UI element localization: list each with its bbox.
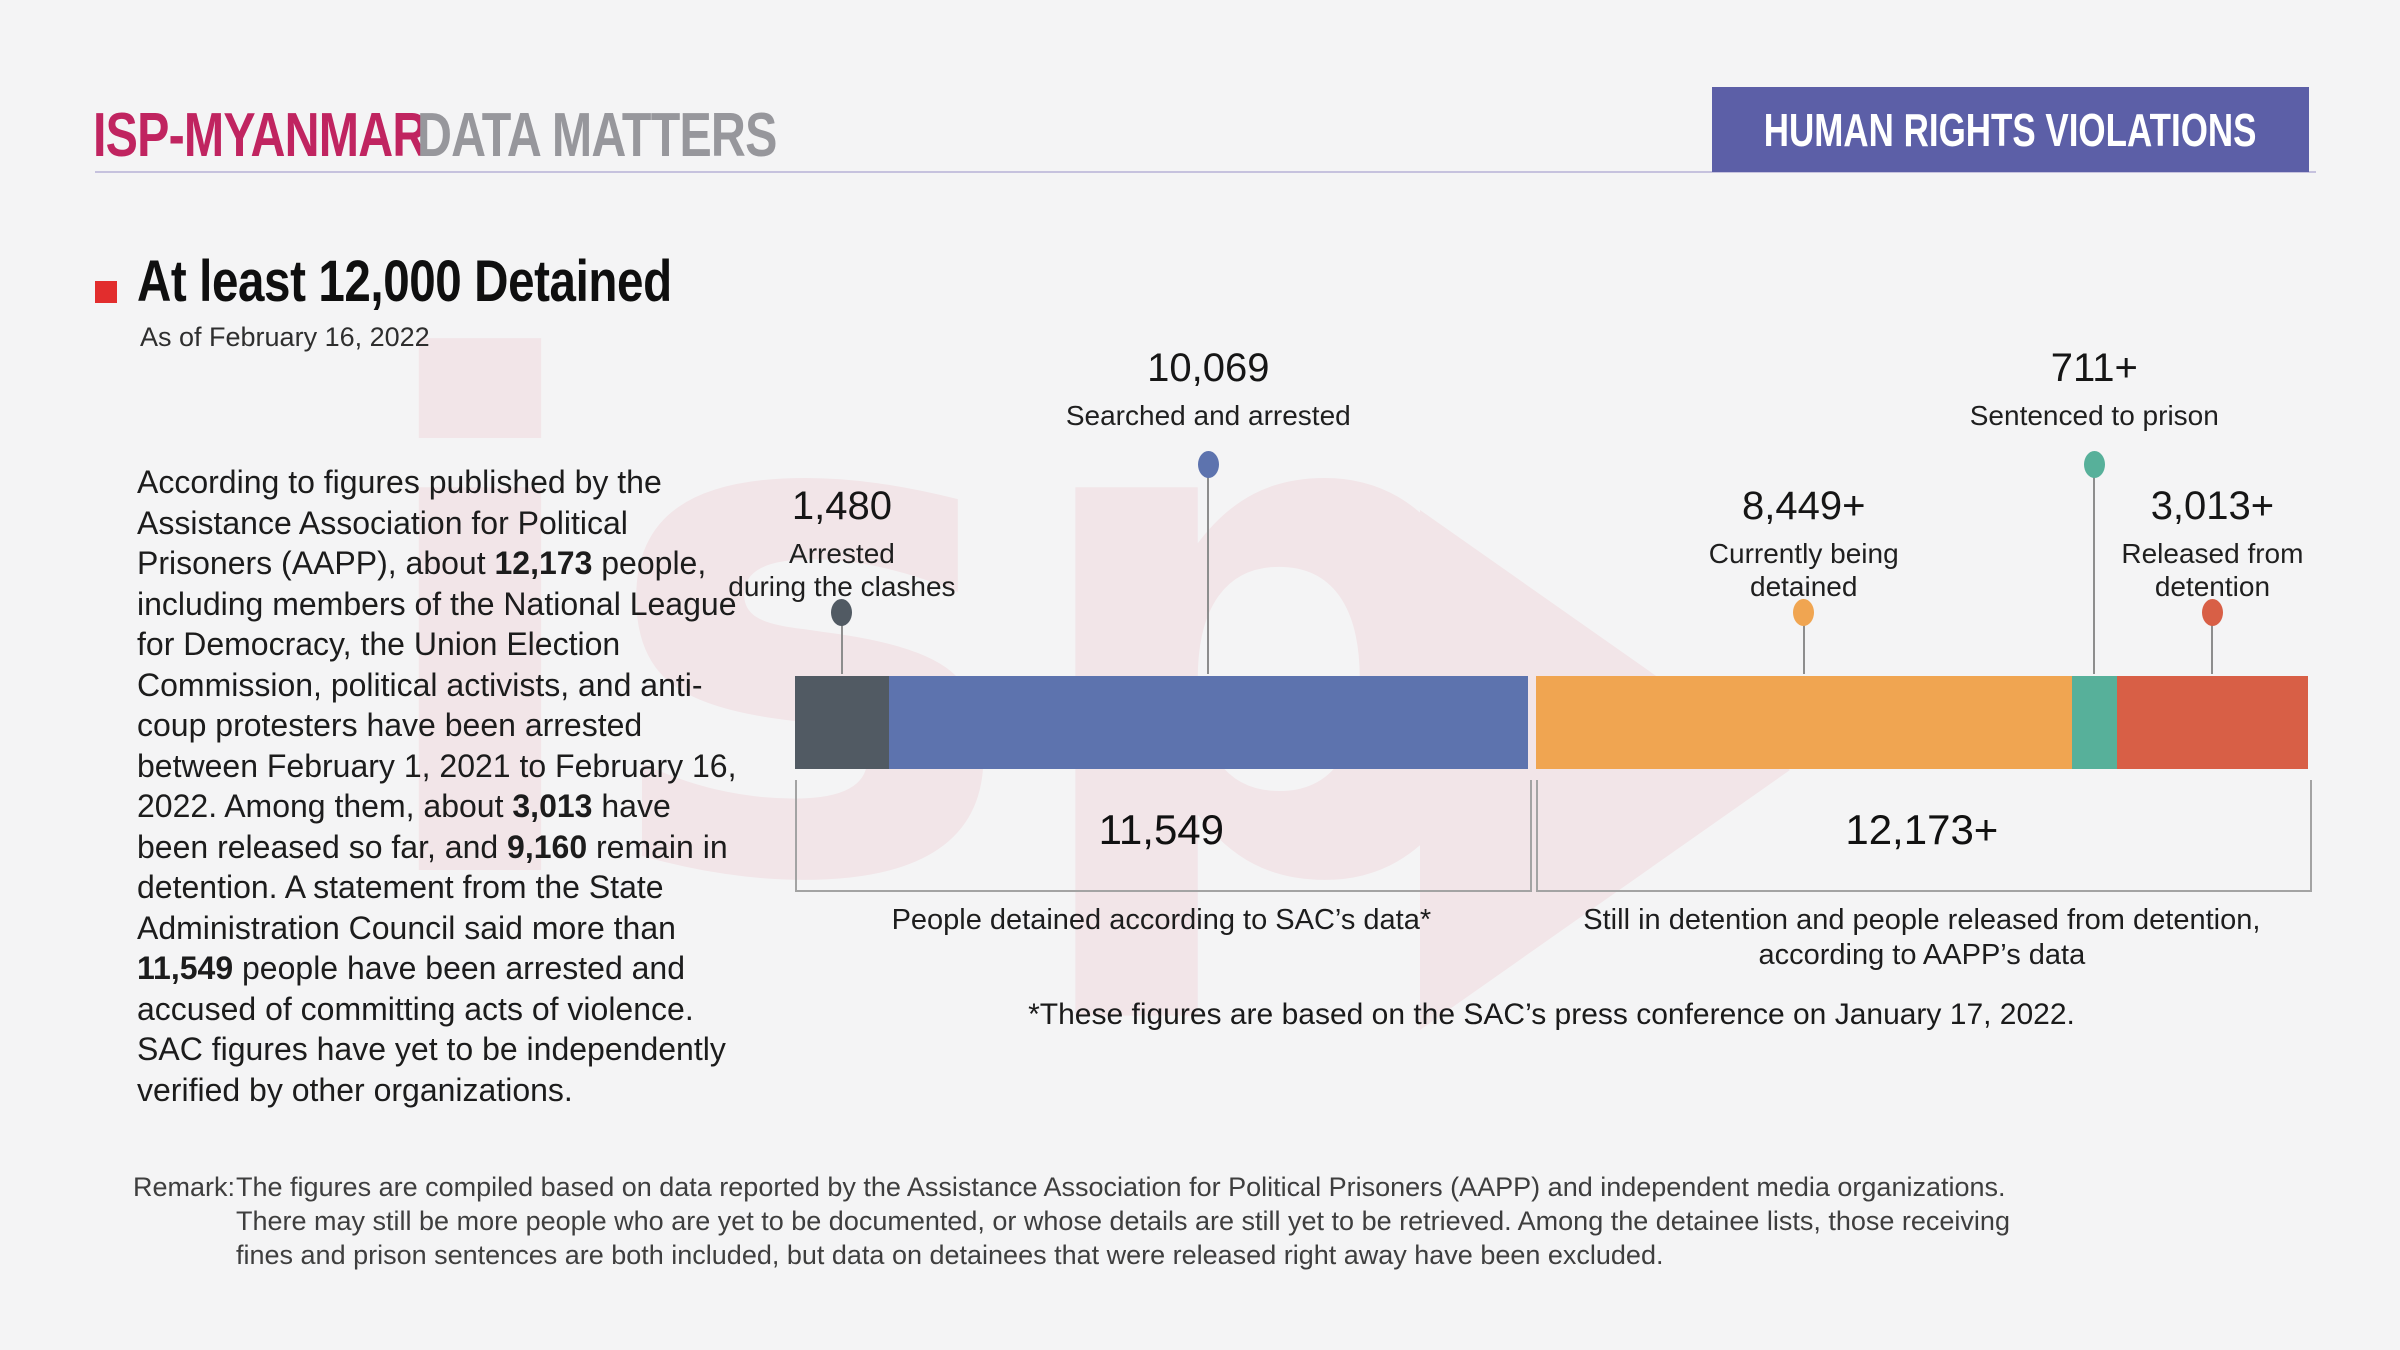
group-total: 12,173+	[1845, 806, 1999, 853]
group-caption-line: People detained according to SAC’s data*	[891, 904, 1432, 936]
isp-logo-watermark: isp	[360, 221, 1790, 1036]
highlight-number: 12,173	[494, 545, 593, 581]
paragraph-text: have been released so far, and	[137, 788, 671, 865]
callout-name: Currently being	[1708, 538, 1899, 569]
group-caption-line: Still in detention and people released f…	[1583, 904, 2261, 936]
callout-line	[1802, 622, 1805, 674]
watermark-text: isp	[360, 221, 1518, 1036]
callout-line	[2211, 622, 2214, 674]
bar-segment	[888, 676, 1528, 769]
callout-label: 10,069 Searched and arrested	[968, 346, 1448, 432]
highlight-number: 9,160	[507, 828, 588, 865]
bar-segment	[1535, 676, 2072, 769]
bar-segment	[2116, 676, 2308, 769]
callout-value: 711+	[2050, 346, 2138, 390]
paragraph-text: remain in detention. A statement from th…	[137, 828, 728, 946]
callout-value: 1,480	[791, 484, 892, 528]
as-of-date: As of February 16, 2022	[140, 322, 430, 352]
highlight-number: 11,549	[137, 950, 234, 986]
paragraph-text: According to figures published by the As…	[137, 464, 662, 581]
callout-line	[1207, 474, 1210, 674]
bar-segment	[2071, 676, 2117, 769]
highlight-number: 3,013	[512, 788, 593, 824]
group-caption: People detained according to SAC’s data*	[601, 903, 1721, 938]
group-caption: Still in detention and people released f…	[1362, 903, 2400, 973]
watermark-arrow-icon	[1420, 510, 1790, 1030]
remark: Remark: The figures are compiled based o…	[133, 1170, 2036, 1272]
callout-name: Arrested	[789, 538, 895, 569]
brand-secondary: DATA MATTERS	[417, 101, 777, 170]
section-banner-label: HUMAN RIGHTS VIOLATIONS	[1764, 103, 2257, 156]
callout-name: Searched and arrested	[1065, 400, 1351, 431]
callout-name: Released from	[2121, 538, 2304, 569]
chart-footnote: *These figures are based on the SAC’s pr…	[1028, 998, 2075, 1031]
brand-primary: ISP-MYANMAR	[93, 101, 427, 170]
group-total: 11,549	[1098, 806, 1225, 853]
callout-dot	[2201, 598, 2223, 626]
callout-name: Sentenced to prison	[1969, 400, 2219, 431]
section-banner: HUMAN RIGHTS VIOLATIONS	[1712, 87, 2309, 172]
callout-label: 711+ Sentenced to prison	[1854, 346, 2334, 432]
callout-label: 8,449+ Currently being detained	[1624, 484, 1984, 603]
callout-name: detained	[1750, 571, 1858, 602]
paragraph-text: people, including members of the Nationa…	[137, 545, 737, 824]
header-divider	[95, 171, 2316, 173]
callout-dot	[831, 598, 853, 626]
callout-dot	[2083, 450, 2105, 478]
paragraph-text: people have been arrested and accused of…	[137, 950, 726, 1108]
callout-label: 3,013+ Released from detention	[2032, 484, 2392, 603]
remark-label: Remark:	[133, 1172, 236, 1202]
intro-paragraph: According to figures published by the As…	[137, 462, 741, 1110]
callout-value: 3,013+	[2150, 484, 2275, 528]
callout-name: detention	[2154, 571, 2271, 602]
callout-label: 1,480 Arrested during the clashes	[662, 484, 1022, 603]
remark-text: The figures are compiled based on data r…	[236, 1172, 2010, 1270]
bar-segment	[795, 676, 889, 769]
callout-dot	[1793, 598, 1815, 626]
callout-value: 8,449+	[1741, 484, 1866, 528]
group-bracket	[1535, 780, 2312, 892]
page-title: At least 12,000 Detained	[137, 249, 672, 314]
group-caption-line: according to AAPP’s data	[1758, 939, 2086, 971]
group-bracket	[795, 780, 1532, 892]
callout-line	[2093, 474, 2096, 674]
title-bullet-icon	[95, 281, 117, 303]
callout-value: 10,069	[1147, 346, 1270, 390]
callout-line	[840, 622, 843, 674]
callout-dot	[1197, 450, 1219, 478]
callout-name: during the clashes	[728, 571, 956, 602]
